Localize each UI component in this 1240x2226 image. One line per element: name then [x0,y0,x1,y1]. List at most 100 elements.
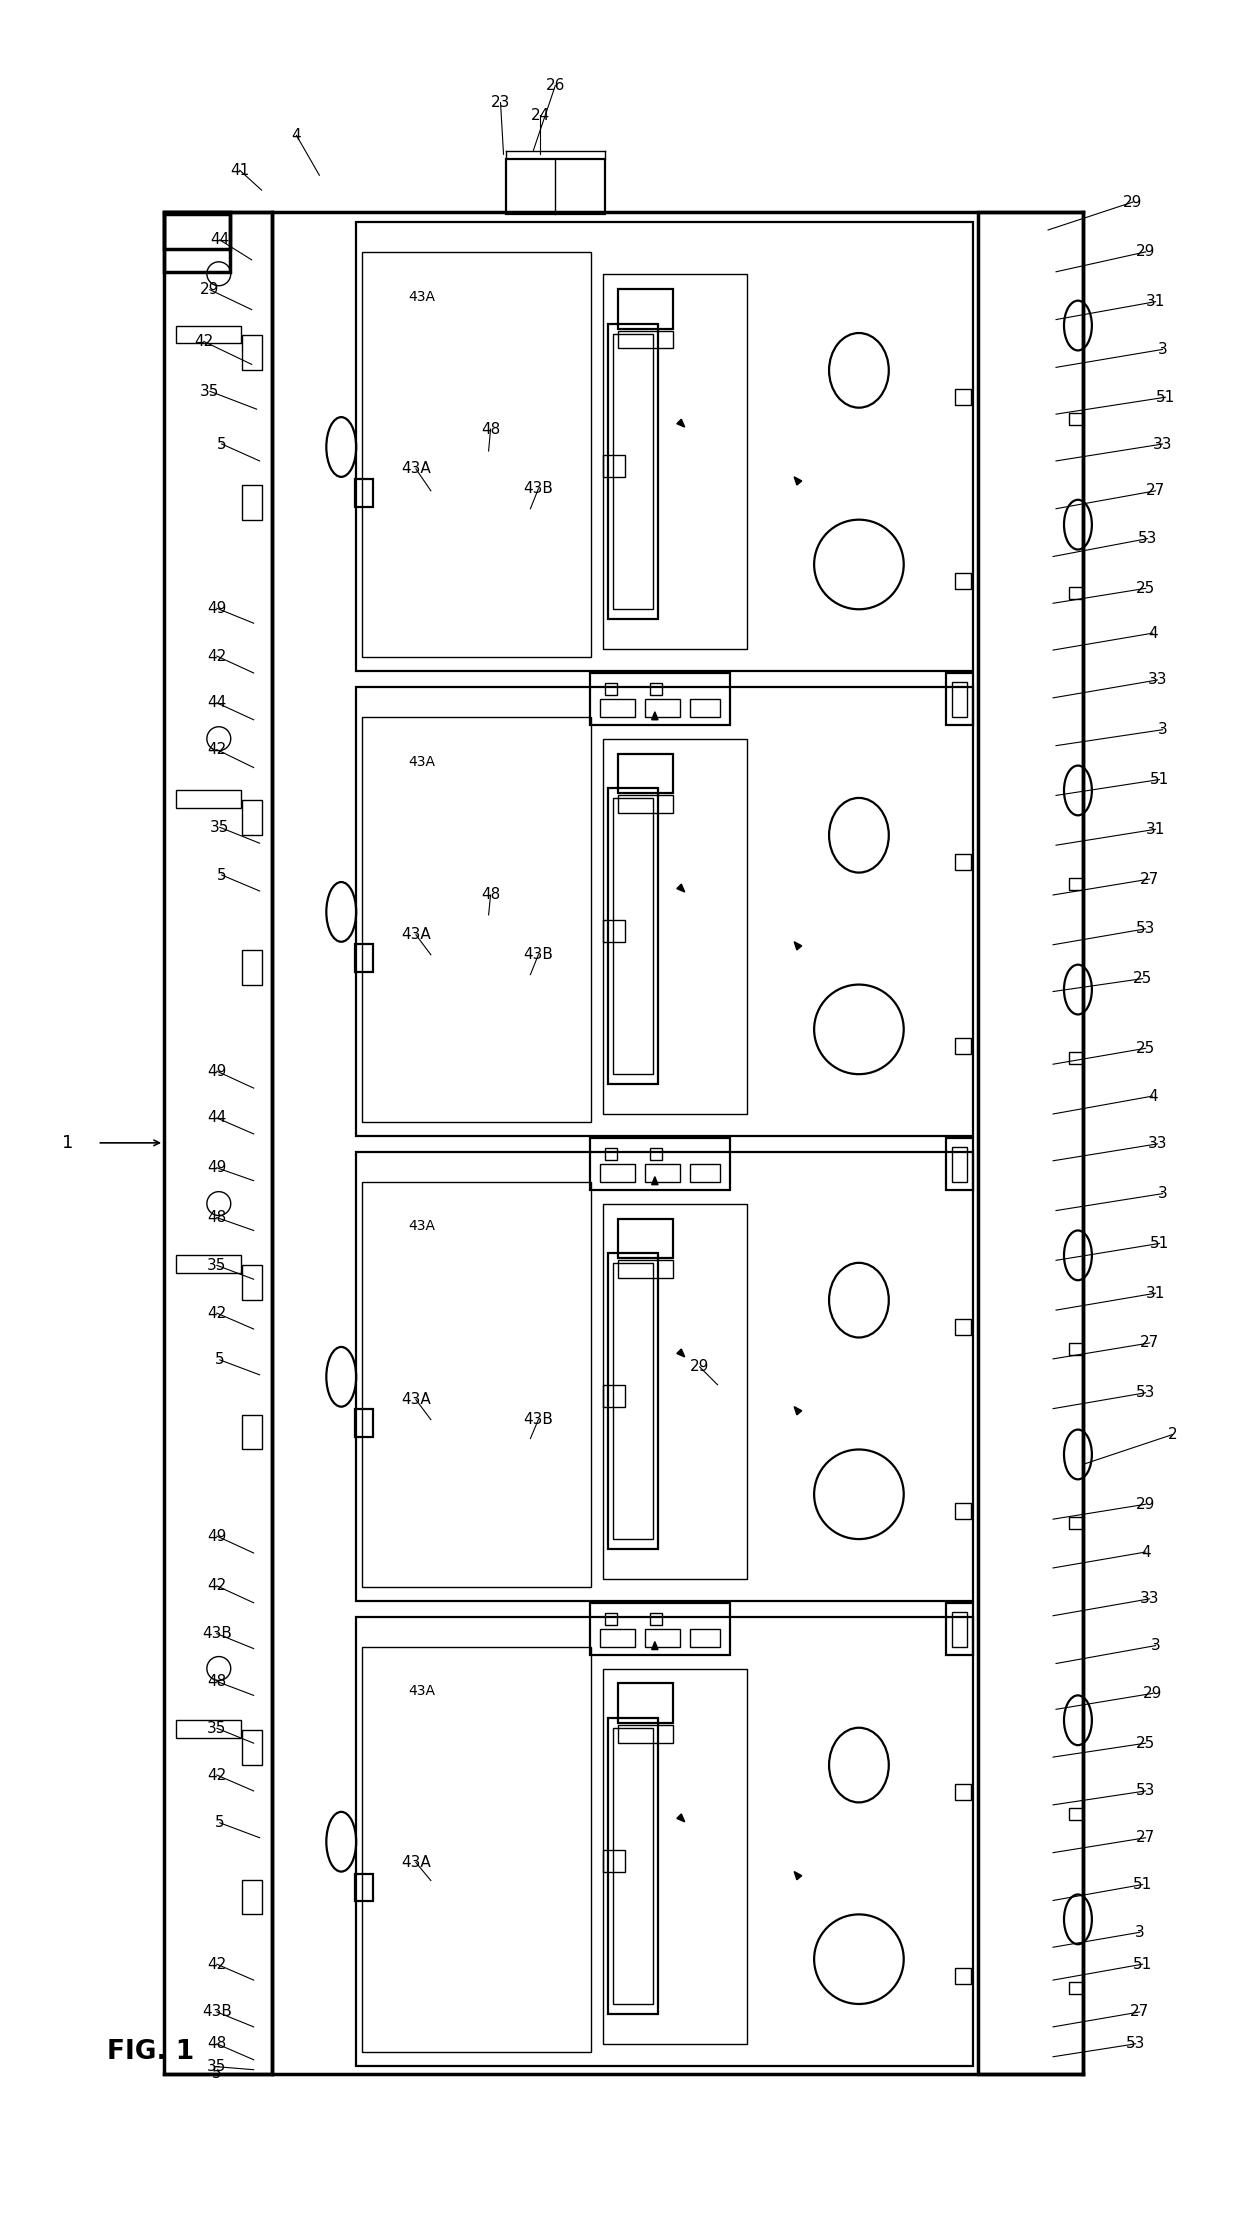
Text: 5: 5 [215,1816,224,1830]
Text: 53: 53 [1136,1385,1156,1400]
Bar [618,795,673,812]
Bar [590,1137,729,1189]
Bar [355,1409,373,1436]
Bar [608,1718,658,2015]
Bar [355,1874,373,1901]
Bar [608,323,658,619]
Bar [176,1255,241,1273]
Text: 27: 27 [1136,1830,1156,1845]
Text: 29: 29 [200,283,219,298]
Bar [978,211,1083,2075]
Bar [1069,877,1083,890]
Text: 49: 49 [207,1160,227,1175]
Bar [956,855,971,870]
Bar [362,1182,591,1587]
Bar [1069,1053,1083,1064]
Text: 43A: 43A [408,1220,435,1233]
Bar [608,1253,658,1549]
Text: 29: 29 [689,1360,709,1373]
Bar [946,1603,973,1654]
Text: 5: 5 [212,2066,222,2081]
Text: 4: 4 [1148,626,1157,641]
Bar [1069,588,1083,599]
Bar [605,1149,618,1160]
Text: 53: 53 [1126,2037,1146,2052]
Bar [613,1264,652,1538]
Bar [355,479,373,508]
Text: 49: 49 [207,1064,227,1080]
Bar [242,1879,262,1914]
Text: 53: 53 [1138,532,1157,545]
Bar [608,788,658,1084]
Bar [356,688,973,1135]
Text: 29: 29 [1143,1685,1162,1701]
Bar [1069,1808,1083,1821]
Polygon shape [677,1349,684,1358]
Bar [946,1137,973,1189]
Text: 4: 4 [291,127,301,142]
Text: 25: 25 [1136,1736,1156,1750]
Bar [355,944,373,971]
Bar [689,699,719,717]
Bar [618,755,673,792]
Text: 51: 51 [1149,772,1169,788]
Bar [164,211,229,272]
Polygon shape [652,712,658,719]
Text: 25: 25 [1136,1042,1156,1055]
Polygon shape [794,1407,802,1416]
Text: 33: 33 [1153,436,1172,452]
Bar [362,252,591,657]
Text: 4: 4 [1148,1089,1157,1104]
Text: 33: 33 [1148,1135,1167,1151]
Bar [603,919,625,942]
Text: 31: 31 [1146,294,1166,309]
Text: 35: 35 [207,2059,227,2075]
Bar [603,274,748,650]
Text: 48: 48 [207,2037,227,2052]
Text: 43B: 43B [202,1627,232,1641]
Text: 3: 3 [1151,1638,1161,1654]
Bar [956,1503,971,1518]
Bar [590,1603,729,1654]
Bar [951,1612,967,1647]
Text: 51: 51 [1156,390,1176,405]
Text: 35: 35 [207,1721,227,1736]
Bar [603,454,625,476]
Bar [506,160,605,214]
Bar [1069,1342,1083,1356]
Text: 33: 33 [1148,672,1167,688]
Text: 35: 35 [207,1258,227,1273]
Bar [600,1629,635,1647]
Text: 27: 27 [1140,1336,1159,1351]
Bar [176,325,241,343]
Text: 27: 27 [1146,483,1166,499]
Bar [242,1730,262,1765]
Polygon shape [652,1178,658,1184]
Text: 27: 27 [1140,873,1159,886]
Text: 44: 44 [207,1111,227,1126]
Bar [362,1647,591,2052]
Text: 44: 44 [210,232,229,247]
Bar [356,1151,973,1600]
Text: 29: 29 [1136,245,1156,260]
Text: 48: 48 [207,1211,227,1224]
Text: 48: 48 [207,1674,227,1690]
Polygon shape [794,476,802,485]
Bar [356,223,973,670]
Bar [356,1616,973,2066]
Bar [956,1320,971,1336]
Text: 5: 5 [215,1353,224,1367]
Text: 42: 42 [207,1307,227,1320]
Text: 5: 5 [217,436,227,452]
Text: 43B: 43B [523,481,553,496]
Text: 41: 41 [231,162,249,178]
Bar [600,1164,635,1182]
Text: 49: 49 [207,601,227,617]
Bar [242,801,262,835]
Bar [164,211,272,2075]
Bar [176,790,241,808]
Bar [613,334,652,610]
Bar [618,289,673,329]
Polygon shape [677,418,684,427]
Text: 43A: 43A [408,755,435,768]
